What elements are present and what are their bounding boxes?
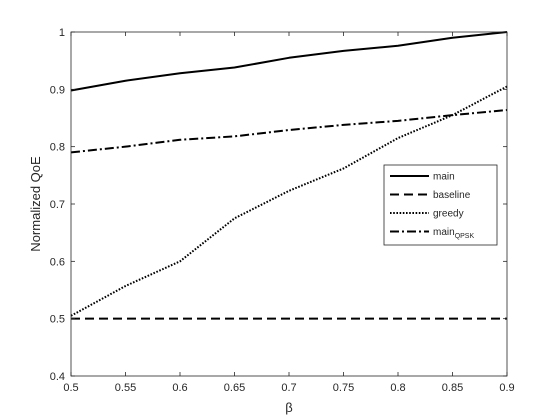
- y-axis: 0.4 0.5 0.6 0.7 0.8 0.9 1: [50, 27, 507, 383]
- legend-label-subscript: QPSK: [455, 233, 475, 240]
- y-tick-label: 1: [59, 27, 65, 39]
- legend-label: main: [433, 172, 455, 183]
- y-tick-label: 0.5: [50, 314, 65, 326]
- series-line-main: [70, 31, 508, 92]
- x-tick-label: 0.5: [63, 382, 78, 394]
- x-tick-label: 0.8: [390, 382, 405, 394]
- series-layer: [70, 31, 508, 320]
- x-tick-label: 0.85: [442, 382, 463, 394]
- y-tick-label: 0.6: [50, 256, 65, 268]
- y-axis-title: Normalized QoE: [28, 156, 43, 252]
- x-axis: 0.5 0.55 0.6 0.65 0.7 0.75 0.8 0.85 0.9: [63, 32, 515, 394]
- x-axis-title: β: [285, 400, 292, 415]
- x-tick-label: 0.7: [281, 382, 296, 394]
- series-line-greedy: [70, 85, 508, 317]
- x-tick-label: 0.6: [172, 382, 187, 394]
- x-tick-label: 0.75: [333, 382, 354, 394]
- y-tick-label: 0.8: [50, 142, 65, 154]
- series-line-main-qpsk: [70, 108, 508, 154]
- y-tick-label: 0.9: [50, 84, 65, 96]
- y-tick-label: 0.4: [50, 371, 65, 383]
- x-tick-label: 0.9: [499, 382, 514, 394]
- legend-label: baseline: [433, 190, 471, 201]
- x-tick-label: 0.65: [224, 382, 245, 394]
- y-tick-label: 0.7: [50, 199, 65, 211]
- x-tick-label: 0.55: [115, 382, 136, 394]
- legend-label: greedy: [433, 209, 464, 220]
